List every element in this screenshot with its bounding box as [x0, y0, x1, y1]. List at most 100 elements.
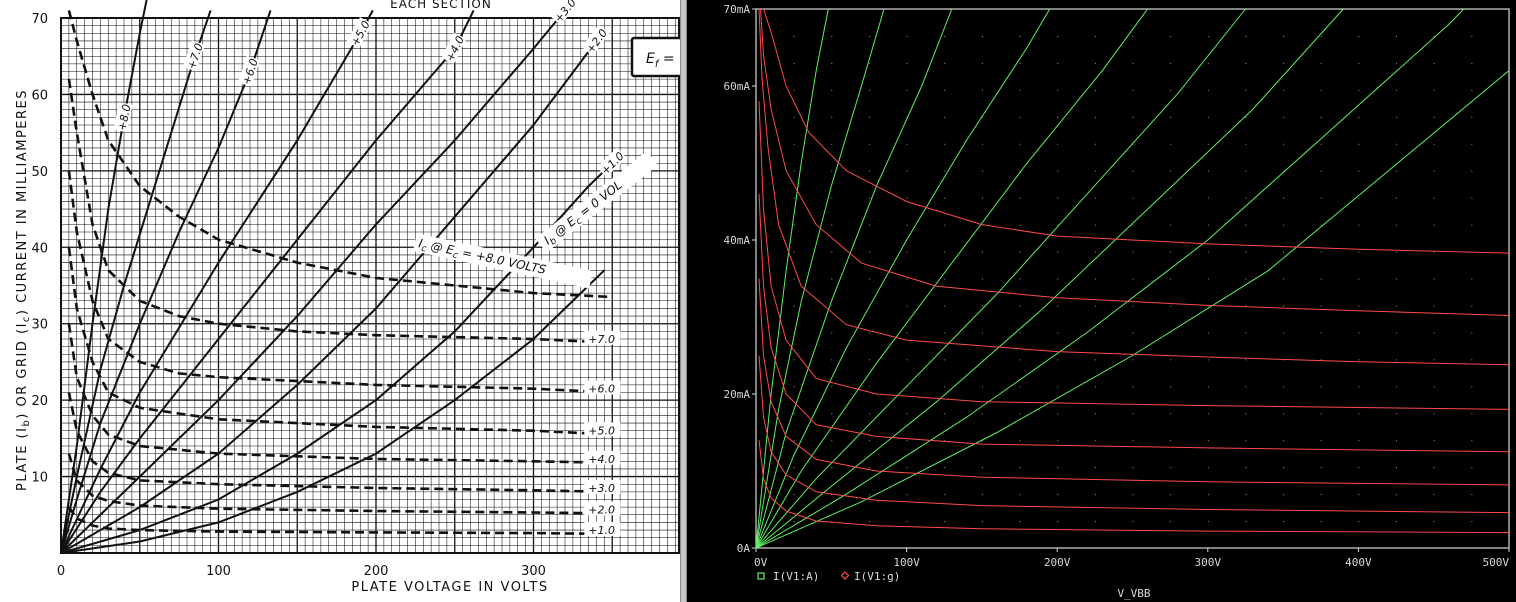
grid-dot — [1094, 35, 1096, 37]
grid-dot — [1132, 251, 1134, 253]
grid-dot — [1170, 278, 1172, 280]
grid-dot — [1358, 62, 1360, 64]
grid-dot — [831, 467, 833, 469]
grid-dot — [944, 413, 946, 415]
grid-dot — [1245, 440, 1247, 442]
grid-dot — [1207, 305, 1209, 307]
grid-dot — [1471, 224, 1473, 226]
plate-curve — [60, 162, 613, 554]
grid-dot — [1132, 197, 1134, 199]
grid-dot — [906, 197, 908, 199]
grid-dot — [1019, 359, 1021, 361]
grid-dot — [1396, 440, 1398, 442]
grid-dot — [1019, 143, 1021, 145]
grid-dot — [831, 278, 833, 280]
grid-dot — [868, 170, 870, 172]
grid-current-curve — [67, 392, 613, 494]
grid-dot — [1094, 494, 1096, 496]
grid-curve-label: +5.0 — [584, 422, 621, 438]
grid-dot — [1057, 251, 1059, 253]
datasheet-x-axis-label: PLATE VOLTAGE IN VOLTS — [351, 580, 548, 595]
grid-dot — [1094, 143, 1096, 145]
grid-dot — [1396, 359, 1398, 361]
grid-dot — [793, 386, 795, 388]
grid-dot — [868, 143, 870, 145]
grid-dot — [981, 251, 983, 253]
grid-curve-label: +6.0 — [584, 380, 621, 396]
grid-dot — [1207, 224, 1209, 226]
grid-dot — [1132, 386, 1134, 388]
grid-dot — [981, 440, 983, 442]
x-tick-label: 100 — [206, 564, 231, 579]
grid-dot — [1245, 305, 1247, 307]
series-curve — [763, 8, 1510, 254]
grid-dot — [793, 62, 795, 64]
grid-dot — [1320, 224, 1322, 226]
y-tick-label: 50 — [31, 165, 48, 180]
grid-dot — [1245, 89, 1247, 91]
grid-dot — [1019, 278, 1021, 280]
grid-dot — [1057, 467, 1059, 469]
grid-dot — [906, 332, 908, 334]
grid-dot — [1019, 197, 1021, 199]
grid-dot — [1283, 116, 1285, 118]
y-tick-label: 20 — [31, 394, 48, 409]
grid-dot — [1094, 224, 1096, 226]
grid-dot — [1019, 521, 1021, 523]
grid-curve-label-text: +2.0 — [588, 503, 615, 516]
grid-dot — [1433, 89, 1435, 91]
series-curve — [755, 8, 829, 549]
datasheet-y-ticks: 10 20 30 40 50 60 70 — [31, 12, 48, 486]
y-tick-label: 20mA — [724, 388, 751, 401]
grid-dot — [1019, 170, 1021, 172]
grid-dot — [1057, 386, 1059, 388]
grid-dot — [1396, 413, 1398, 415]
series-curve — [760, 8, 1510, 316]
grid-dot — [1320, 467, 1322, 469]
x-tick-label: 500V — [1483, 556, 1510, 569]
grid-dot — [1471, 278, 1473, 280]
grid-dot — [1245, 62, 1247, 64]
grid-dot — [1320, 116, 1322, 118]
grid-dot — [1207, 386, 1209, 388]
grid-dot — [1019, 116, 1021, 118]
grid-dot — [793, 197, 795, 199]
grid-dot — [944, 278, 946, 280]
grid-dot — [1132, 359, 1134, 361]
grid-dot — [1057, 305, 1059, 307]
grid-dot — [1170, 521, 1172, 523]
grid-dot — [981, 521, 983, 523]
grid-dot — [906, 224, 908, 226]
grid-dot — [1019, 62, 1021, 64]
grid-dot — [1057, 170, 1059, 172]
grid-dot — [1207, 251, 1209, 253]
panel-divider — [680, 0, 687, 602]
grid-dot — [1433, 332, 1435, 334]
x-tick-label: 200 — [364, 564, 389, 579]
grid-dot — [1320, 278, 1322, 280]
x-tick-label: 300 — [521, 564, 546, 579]
grid-curve-label: +7.0 — [584, 330, 621, 346]
grid-curve-label-text: +1.0 — [588, 524, 615, 537]
label-background — [346, 17, 373, 49]
label-background — [584, 330, 621, 345]
grid-dot — [1396, 386, 1398, 388]
grid-dot — [1132, 440, 1134, 442]
grid-dot — [1433, 440, 1435, 442]
grid-dot — [1132, 494, 1134, 496]
grid-dot — [1358, 413, 1360, 415]
series-curve — [758, 8, 1510, 366]
series-curve — [755, 8, 1465, 549]
grid-dot — [868, 89, 870, 91]
grid-dot — [1207, 521, 1209, 523]
grid-dot — [1245, 170, 1247, 172]
grid-dot — [1170, 116, 1172, 118]
grid-dot — [1170, 413, 1172, 415]
grid-dot — [981, 62, 983, 64]
grid-dot — [981, 89, 983, 91]
grid-dot — [1245, 116, 1247, 118]
grid-dot — [868, 224, 870, 226]
grid-dot — [1358, 332, 1360, 334]
grid-dot — [1396, 89, 1398, 91]
grid-dot — [1358, 35, 1360, 37]
